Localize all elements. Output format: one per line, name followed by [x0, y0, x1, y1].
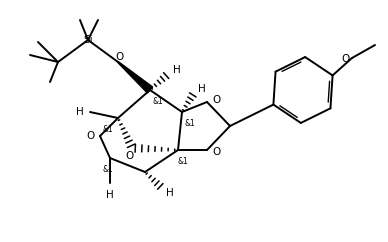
Text: H: H [166, 188, 174, 198]
Text: O: O [115, 52, 123, 62]
Text: H: H [106, 190, 114, 200]
Text: Si: Si [83, 35, 93, 45]
Text: O: O [126, 151, 134, 161]
Text: &1: &1 [152, 98, 163, 106]
Text: O: O [212, 95, 220, 105]
Text: &1: &1 [102, 166, 113, 174]
Text: &1: &1 [178, 158, 189, 166]
Text: H: H [76, 107, 84, 117]
Text: H: H [173, 65, 181, 75]
Text: H: H [198, 84, 206, 94]
Text: &1: &1 [102, 126, 113, 135]
Text: O: O [342, 54, 350, 64]
Text: &1: &1 [185, 120, 196, 129]
Text: O: O [212, 147, 220, 157]
Text: O: O [87, 131, 95, 141]
Polygon shape [118, 62, 152, 93]
